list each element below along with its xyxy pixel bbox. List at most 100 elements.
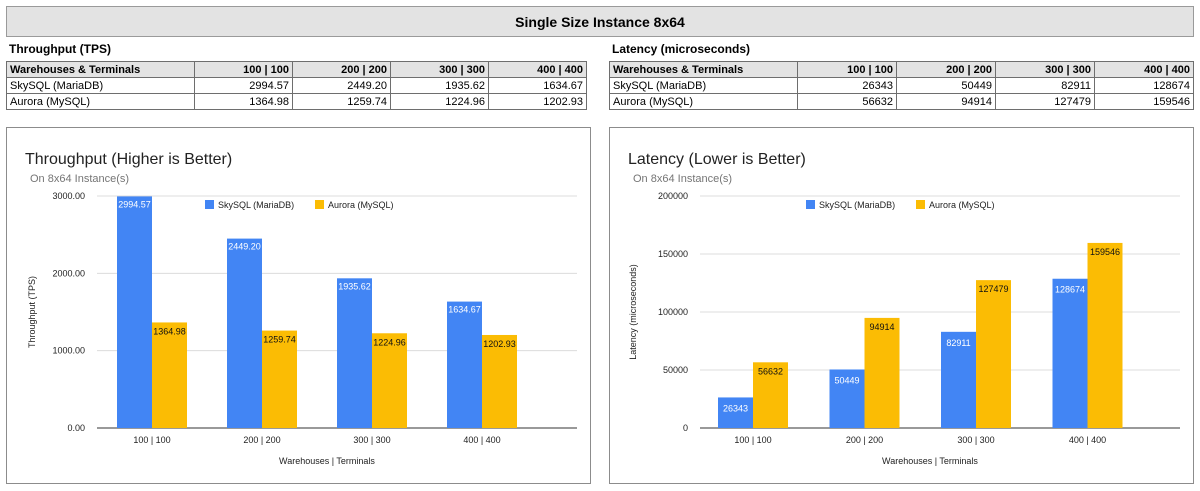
x-tick-label: 400 | 400 xyxy=(463,435,500,445)
latency-chart-panel: Latency (Lower is Better) On 8x64 Instanc… xyxy=(609,127,1194,484)
latency-chart: Latency (Lower is Better) On 8x64 Instanc… xyxy=(628,151,1180,466)
table-cell: 1935.62 xyxy=(390,77,489,94)
column-header: 200 | 200 xyxy=(896,61,996,78)
bar-skysql xyxy=(117,196,152,428)
y-axis-label: Throughput (TPS) xyxy=(27,276,37,348)
table-row: Aurora (MySQL) 1364.98 1259.74 1224.96 1… xyxy=(6,93,587,110)
x-tick-label: 200 | 200 xyxy=(243,435,280,445)
y-tick-label: 150000 xyxy=(658,249,688,259)
throughput-chart-panel: Throughput (Higher is Better) On 8x64 Ins… xyxy=(6,127,591,484)
x-tick-label: 300 | 300 xyxy=(353,435,390,445)
table-header-row: Warehouses & Terminals 100 | 100 200 | 2… xyxy=(6,61,587,78)
y-tick-label: 200000 xyxy=(658,191,688,201)
table-cell: 128674 xyxy=(1094,77,1194,94)
legend-label: Aurora (MySQL) xyxy=(328,200,394,210)
bar-aurora xyxy=(864,317,900,428)
bar-skysql xyxy=(829,369,865,428)
data-label: 1364.98 xyxy=(153,326,186,336)
chart-subtitle: On 8x64 Instance(s) xyxy=(30,173,129,185)
table-cell: SkySQL (MariaDB) xyxy=(6,77,195,94)
table-cell: Aurora (MySQL) xyxy=(6,93,195,110)
legend-label: SkySQL (MariaDB) xyxy=(819,200,895,210)
table-cell: 127479 xyxy=(995,93,1095,110)
table-cell: 1364.98 xyxy=(194,93,293,110)
legend-swatch-aurora xyxy=(315,200,324,209)
table-cell: 82911 xyxy=(995,77,1095,94)
x-tick-label: 200 | 200 xyxy=(846,435,883,445)
table-row: Aurora (MySQL) 56632 94914 127479 159546 xyxy=(609,93,1194,110)
data-label: 159546 xyxy=(1090,247,1120,257)
bar-aurora xyxy=(152,322,187,428)
x-axis-label: Warehouses | Terminals xyxy=(882,456,978,466)
table-row: SkySQL (MariaDB) 2994.57 2449.20 1935.62… xyxy=(6,77,587,94)
bar-aurora xyxy=(482,334,517,428)
y-tick-label: 0.00 xyxy=(67,423,85,433)
table-header-row: Warehouses & Terminals 100 | 100 200 | 2… xyxy=(609,61,1194,78)
x-tick-label: 100 | 100 xyxy=(133,435,170,445)
data-label: 1202.93 xyxy=(483,339,516,349)
table-cell: 1259.74 xyxy=(292,93,391,110)
x-tick-label: 100 | 100 xyxy=(734,435,771,445)
y-tick-label: 50000 xyxy=(663,365,688,375)
y-tick-label: 3000.00 xyxy=(52,191,85,201)
page-title: Single Size Instance 8x64 xyxy=(515,13,685,30)
x-axis-label: Warehouses | Terminals xyxy=(279,456,375,466)
data-label: 128674 xyxy=(1055,285,1085,295)
table-cell: 1634.67 xyxy=(488,77,587,94)
column-header: 300 | 300 xyxy=(390,61,489,78)
x-tick-label: 300 | 300 xyxy=(957,435,994,445)
column-header: 100 | 100 xyxy=(194,61,293,78)
latency-table: Warehouses & Terminals 100 | 100 200 | 2… xyxy=(609,61,1194,110)
bar-aurora xyxy=(753,362,788,428)
data-label: 2449.20 xyxy=(228,242,261,252)
legend-swatch-aurora xyxy=(916,200,925,209)
data-label: 1634.67 xyxy=(448,305,481,315)
throughput-chart: Throughput (Higher is Better) On 8x64 Ins… xyxy=(25,151,577,466)
column-header: 400 | 400 xyxy=(1094,61,1194,78)
legend-swatch-skysql xyxy=(806,200,815,209)
table-cell: 2994.57 xyxy=(194,77,293,94)
chart-title: Throughput (Higher is Better) xyxy=(25,151,232,168)
data-label: 1935.62 xyxy=(338,281,371,291)
bar-skysql xyxy=(337,278,372,428)
bar-skysql xyxy=(447,301,482,428)
y-tick-label: 0 xyxy=(683,423,688,433)
legend-label: Aurora (MySQL) xyxy=(929,200,995,210)
table-cell: 2449.20 xyxy=(292,77,391,94)
y-tick-label: 2000.00 xyxy=(52,268,85,278)
table-row: SkySQL (MariaDB) 26343 50449 82911 12867… xyxy=(609,77,1194,94)
chart-subtitle: On 8x64 Instance(s) xyxy=(633,173,732,185)
table-cell: Aurora (MySQL) xyxy=(609,93,798,110)
data-label: 1224.96 xyxy=(373,337,406,347)
latency-table-title: Latency (microseconds) xyxy=(612,42,751,56)
table-cell: 26343 xyxy=(797,77,897,94)
x-tick-label: 400 | 400 xyxy=(1069,435,1106,445)
bar-aurora xyxy=(372,333,407,428)
column-header: Warehouses & Terminals xyxy=(609,61,798,78)
data-label: 82911 xyxy=(946,338,970,348)
column-header: 100 | 100 xyxy=(797,61,897,78)
page-banner: Single Size Instance 8x64 xyxy=(6,6,1194,37)
table-cell: SkySQL (MariaDB) xyxy=(609,77,798,94)
bar-skysql xyxy=(718,397,753,428)
bar-aurora xyxy=(1087,242,1123,428)
throughput-table: Warehouses & Terminals 100 | 100 200 | 2… xyxy=(6,61,587,110)
throughput-table-title: Throughput (TPS) xyxy=(9,42,111,56)
data-label: 2994.57 xyxy=(118,199,151,209)
bar-skysql xyxy=(1052,278,1088,428)
column-header: Warehouses & Terminals xyxy=(6,61,195,78)
data-label: 127479 xyxy=(978,284,1008,294)
table-cell: 1224.96 xyxy=(390,93,489,110)
data-label: 56632 xyxy=(758,366,783,376)
table-cell: 159546 xyxy=(1094,93,1194,110)
data-label: 50449 xyxy=(834,375,859,385)
legend-swatch-skysql xyxy=(205,200,214,209)
data-label: 94914 xyxy=(869,322,894,332)
data-label: 1259.74 xyxy=(263,335,296,345)
table-cell: 1202.93 xyxy=(488,93,587,110)
legend-label: SkySQL (MariaDB) xyxy=(218,200,294,210)
bar-aurora xyxy=(976,280,1011,428)
y-tick-label: 1000.00 xyxy=(52,346,85,356)
bar-skysql xyxy=(941,331,976,428)
column-header: 400 | 400 xyxy=(488,61,587,78)
